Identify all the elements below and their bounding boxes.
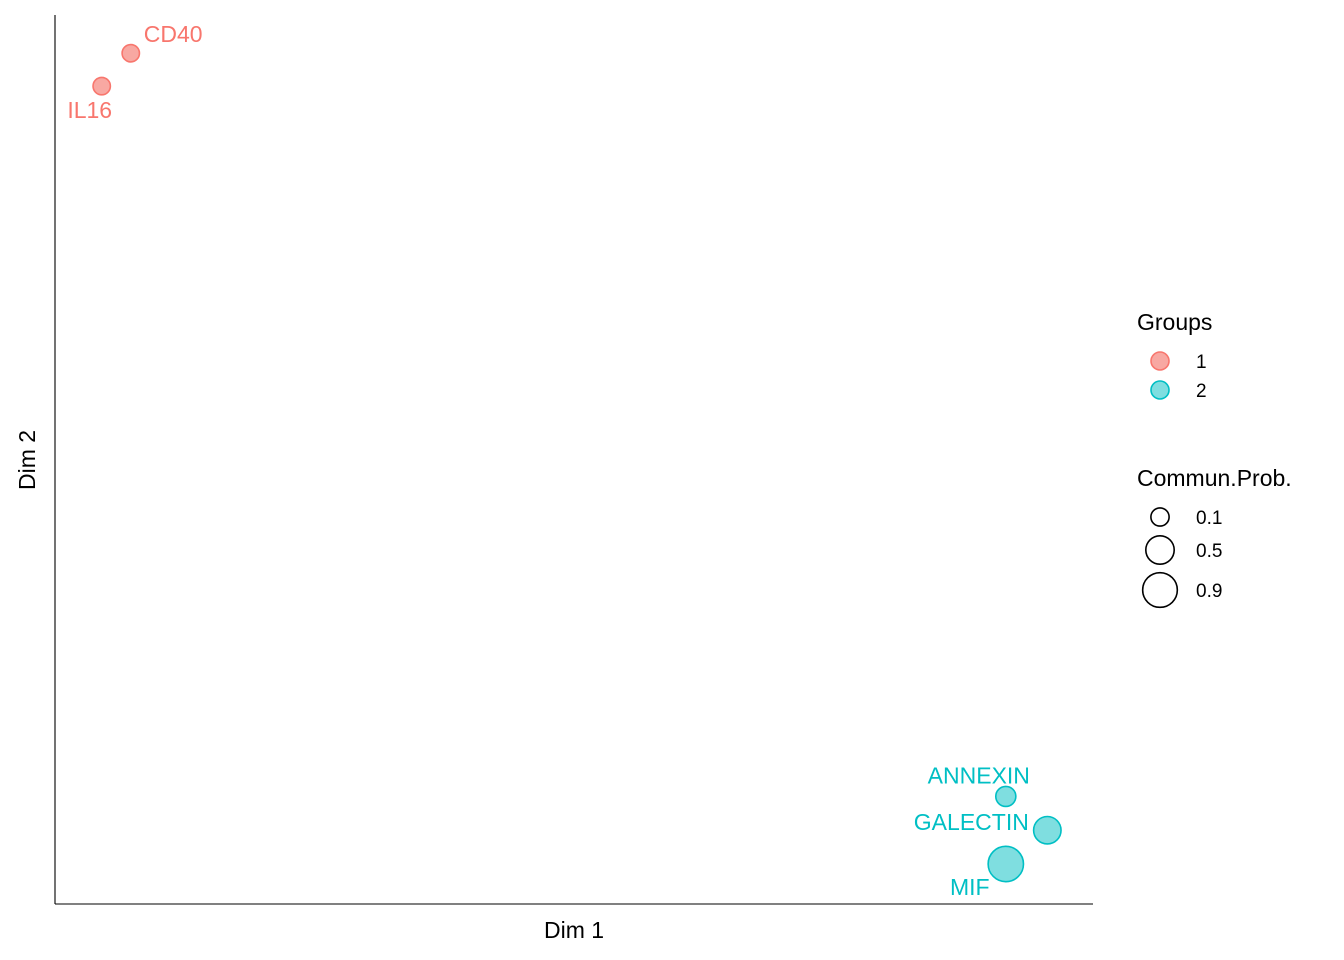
- point-labels-layer: CD40 IL16 ANNEXIN GALECTIN MIF: [67, 21, 1030, 900]
- legend-size-label-0-1: 0.1: [1196, 508, 1222, 529]
- legend-size-label-0-5: 0.5: [1196, 541, 1222, 562]
- legend-group-key-2: [1150, 380, 1170, 400]
- point-label-cd40: CD40: [144, 21, 203, 47]
- x-axis-label: Dim 1: [544, 917, 604, 943]
- legend-groups: Groups 1 2: [1137, 309, 1212, 402]
- legend-group-key-1: [1150, 351, 1170, 371]
- point-label-il16: IL16: [67, 97, 112, 123]
- point-galectin: [1032, 815, 1062, 845]
- point-mif: [987, 845, 1025, 883]
- point-annexin: [994, 785, 1017, 808]
- point-il16: [92, 76, 112, 96]
- point-label-mif: MIF: [950, 874, 990, 900]
- y-axis-label: Dim 2: [14, 430, 40, 490]
- legend-group-label-2: 2: [1196, 381, 1207, 402]
- legend-size: Commun.Prob. 0.1 0.5 0.9: [1137, 465, 1292, 609]
- points-layer: [92, 43, 1062, 883]
- legend-groups-title: Groups: [1137, 309, 1212, 335]
- legend-size-key-0-5: [1145, 535, 1175, 565]
- legend-group-label-1: 1: [1196, 352, 1207, 373]
- legend-size-key-0-1: [1150, 507, 1170, 527]
- point-label-annexin: ANNEXIN: [928, 762, 1030, 788]
- legend-size-key-0-9: [1141, 571, 1179, 609]
- legend-size-title: Commun.Prob.: [1137, 465, 1292, 491]
- legend-size-label-0-9: 0.9: [1196, 581, 1222, 602]
- point-label-galectin: GALECTIN: [914, 809, 1029, 835]
- point-cd40: [121, 43, 141, 63]
